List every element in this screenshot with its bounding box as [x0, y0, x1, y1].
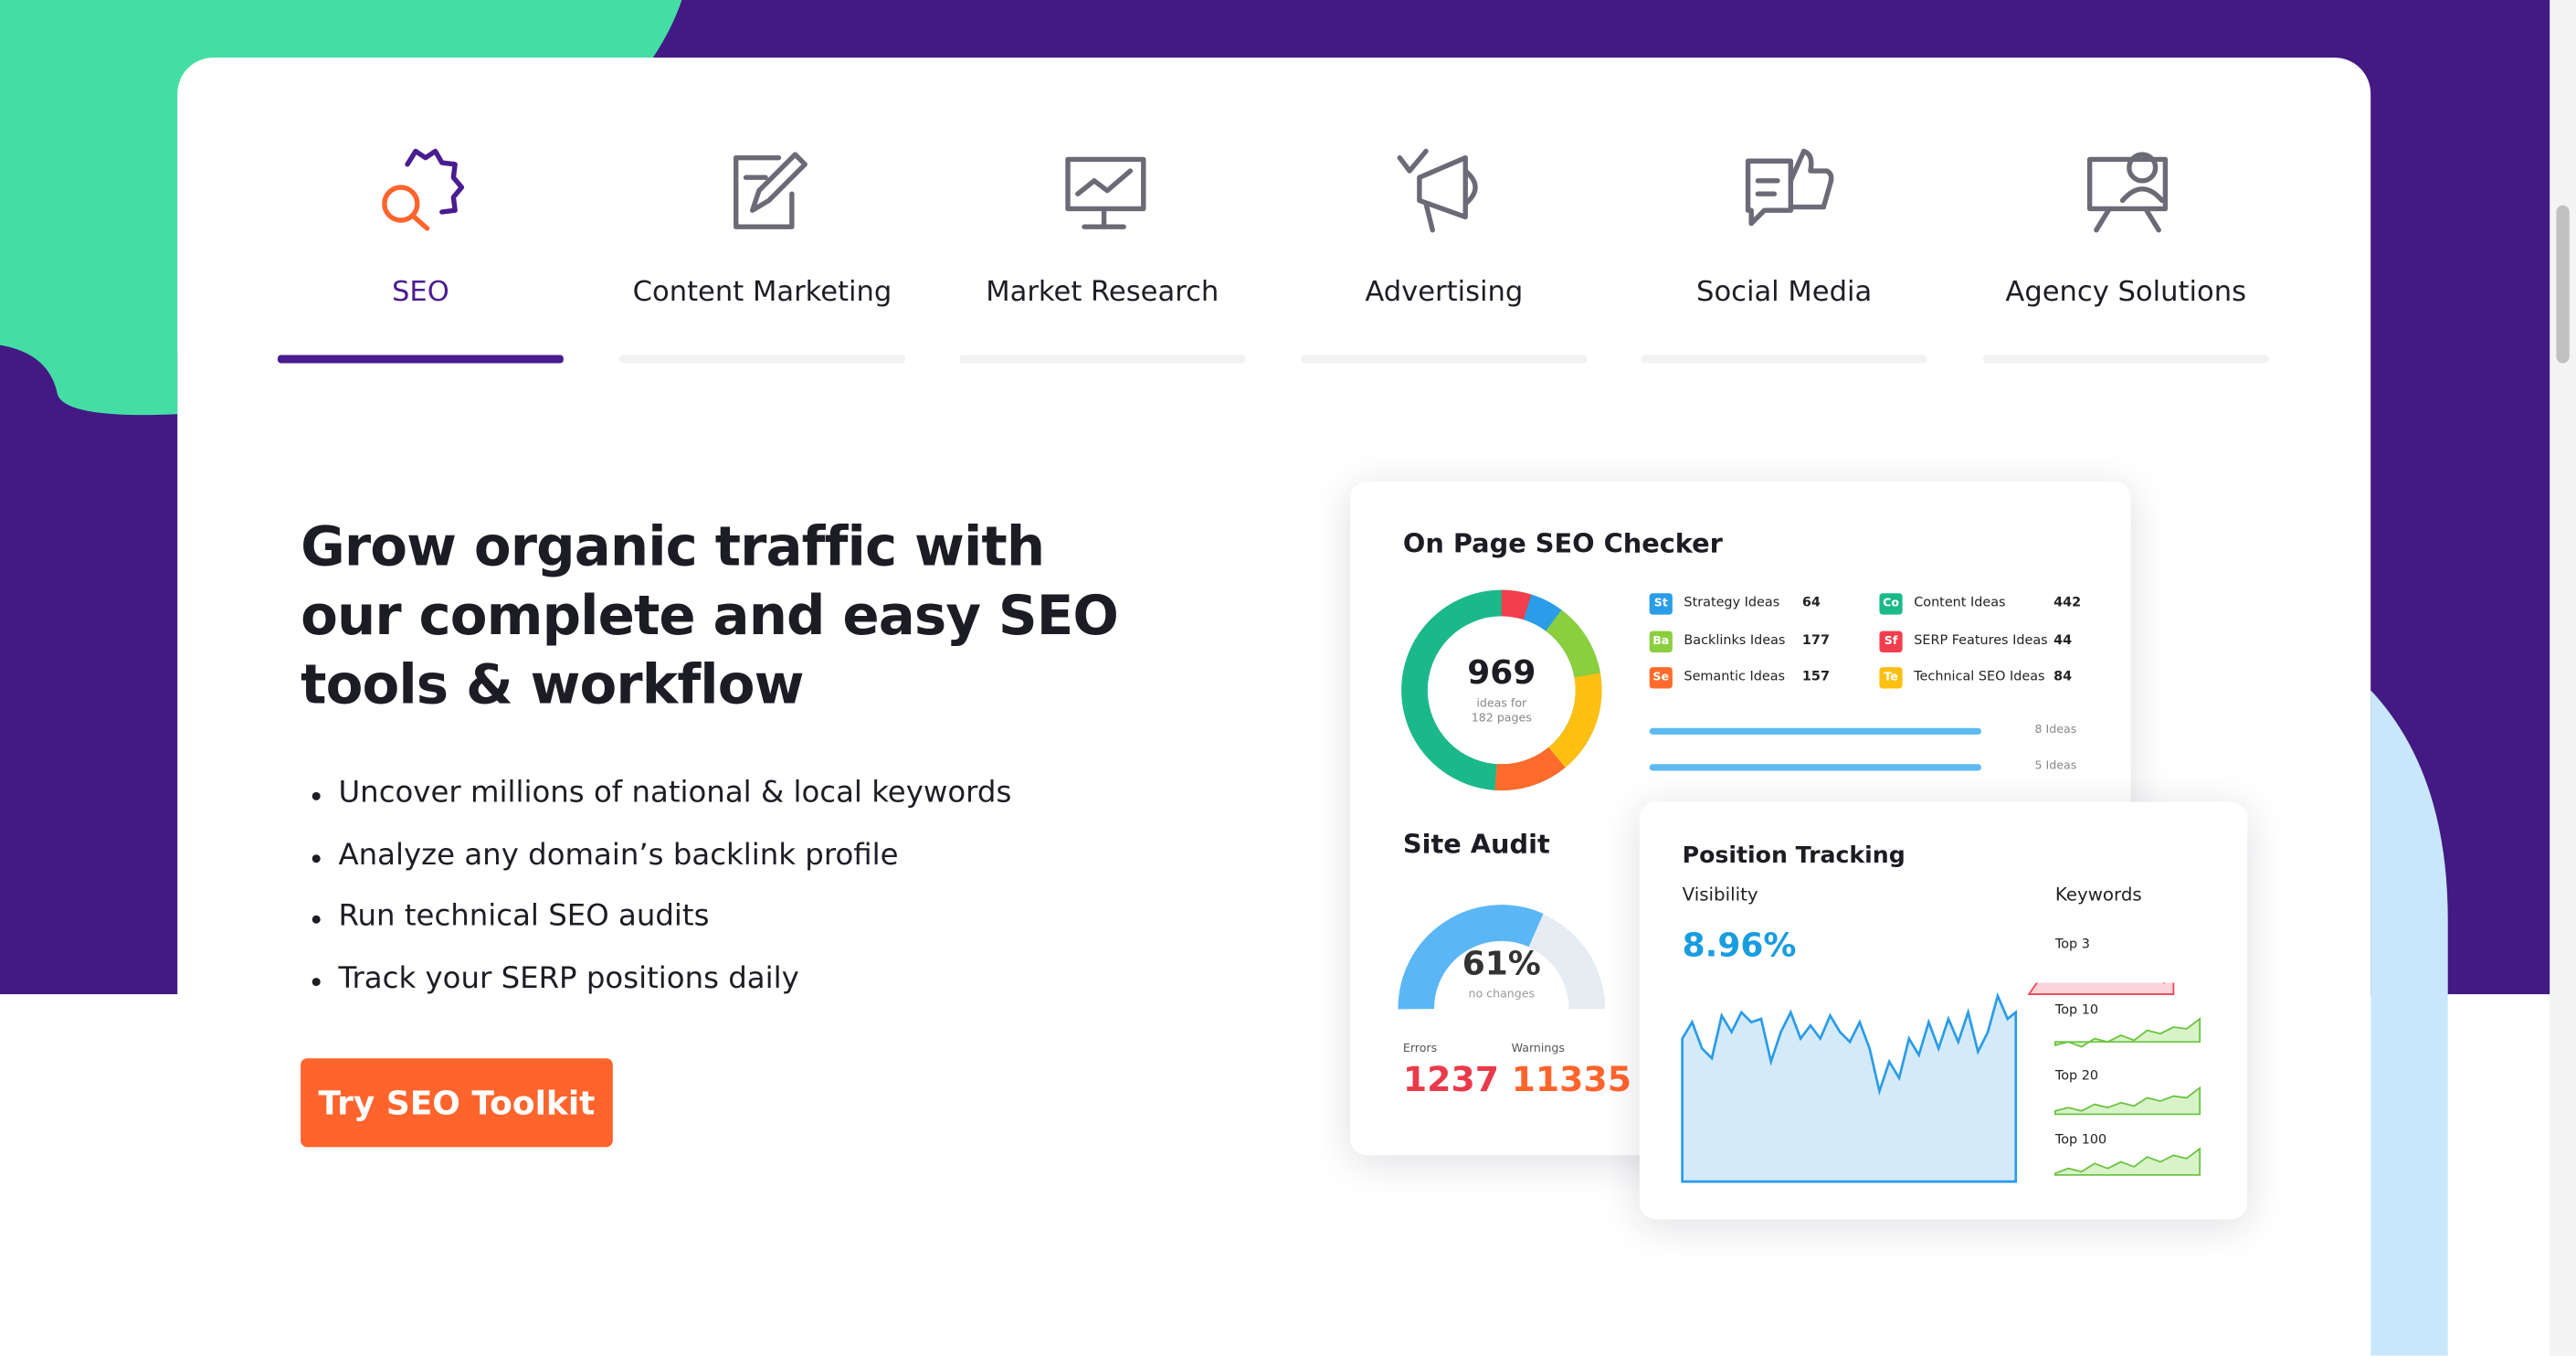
warnings-value: 11335	[1511, 1060, 1631, 1100]
position-title: Position Tracking	[1682, 842, 1906, 870]
tab-underline	[959, 355, 1246, 364]
tab-label[interactable]: Advertising	[1365, 276, 1524, 310]
tab-underline	[619, 355, 905, 364]
legend-value: 84	[2053, 668, 2073, 684]
bullet-dot	[311, 853, 321, 863]
visibility-label: Visibility	[1682, 884, 1758, 906]
tab-label[interactable]: Market Research	[986, 276, 1219, 310]
keyword-row-label: Top 10	[2054, 1002, 2099, 1018]
bullet-text: Track your SERP positions daily	[338, 960, 799, 995]
legend-badge: Sf	[1879, 630, 1903, 652]
tab-label[interactable]: Social Media	[1696, 276, 1873, 310]
bullet-dot	[311, 977, 321, 986]
headline-line: our complete and easy SEO	[301, 583, 1119, 648]
audit-caption: no changes	[1468, 987, 1536, 1001]
headline-line: Grow organic traffic with	[301, 514, 1045, 579]
errors-value: 1237	[1402, 1060, 1500, 1100]
advertising-icon	[1397, 148, 1478, 233]
bullet-text: Uncover millions of national & local key…	[338, 775, 1012, 810]
donut-seg	[1401, 589, 1602, 791]
legend-value: 157	[1801, 668, 1830, 684]
legend-badge: Co	[1879, 593, 1903, 615]
sparkline	[2053, 1086, 2201, 1116]
legend-value: 442	[2053, 595, 2082, 610]
sparkline	[2053, 1147, 2201, 1176]
ideas-bar	[1649, 727, 1981, 735]
bullet-text: Run technical SEO audits	[338, 898, 710, 934]
bar-label: 5 Ideas	[2034, 758, 2077, 773]
visibility-area	[1681, 991, 2018, 1183]
scrollbar-track	[2550, 0, 2576, 1356]
donut-caption: ideas for 182 pages	[1420, 697, 1584, 726]
legend-value: 64	[1801, 595, 1821, 610]
donut-total: 969	[1467, 652, 1536, 693]
keyword-row-label: Top 100	[2054, 1132, 2107, 1148]
headline-line: tools & workflow	[301, 652, 804, 717]
sparkline	[2027, 982, 2175, 995]
tab-label[interactable]: Content Marketing	[632, 276, 892, 310]
bar-label: 8 Ideas	[2034, 723, 2077, 736]
research-icon	[1065, 156, 1146, 229]
tab-icons	[382, 148, 2169, 233]
cta-button[interactable]: Try SEO Toolkit	[301, 1058, 613, 1148]
legend-label: Strategy Ideas	[1684, 595, 1780, 610]
visibility-value: 8.96%	[1682, 925, 1797, 965]
audit-percent: 61%	[1462, 943, 1541, 983]
keyword-row-label: Top 3	[2054, 937, 2090, 952]
card-title: On Page SEO Checker	[1402, 527, 1723, 559]
caption-line: 182 pages	[1471, 711, 1532, 726]
warnings-label: Warnings	[1511, 1042, 1565, 1055]
tab-label[interactable]: SEO	[391, 276, 449, 310]
tab-label[interactable]: Agency Solutions	[2005, 276, 2247, 310]
seo-icon	[382, 148, 465, 231]
scrollbar-thumb[interactable]	[2556, 205, 2570, 364]
donut-seg	[1401, 589, 1602, 791]
tab-underline	[1641, 355, 1927, 364]
legend-label: SERP Features Ideas	[1914, 631, 2048, 647]
donut-and-gauge	[1398, 589, 1606, 1010]
tab-underline	[1982, 355, 2269, 364]
position-charts	[1681, 982, 2201, 1183]
legend-badge: Se	[1649, 667, 1673, 689]
blue-blob	[2370, 690, 2448, 1356]
legend-badge: Ba	[1649, 630, 1673, 652]
keywords-label: Keywords	[2054, 884, 2142, 906]
content-icon	[734, 152, 808, 229]
sparkline	[2053, 1017, 2201, 1048]
tab-underline	[277, 355, 564, 364]
gauge-fill	[1398, 905, 1544, 1010]
legend-label: Technical SEO Ideas	[1914, 668, 2045, 684]
tab-underline	[1301, 355, 1588, 364]
legend-value: 44	[2053, 631, 2073, 647]
errors-label: Errors	[1402, 1042, 1438, 1055]
ideas-bar	[1649, 764, 1981, 771]
legend-label: Semantic Ideas	[1684, 668, 1786, 684]
caption-line: ideas for	[1476, 696, 1527, 710]
legend-label: Backlinks Ideas	[1684, 631, 1786, 647]
donut-seg	[1401, 589, 1602, 791]
legend-value: 177	[1801, 631, 1830, 647]
bullet-dot	[311, 791, 321, 800]
legend-label: Content Ideas	[1914, 595, 2006, 610]
agency-icon	[2086, 152, 2169, 233]
bullet-text: Analyze any domain’s backlink profile	[338, 837, 899, 873]
social-icon	[1745, 148, 1834, 227]
keyword-row-label: Top 20	[2054, 1068, 2099, 1084]
site-audit-title: Site Audit	[1402, 828, 1550, 860]
legend-badge: Te	[1879, 667, 1903, 689]
bullet-dot	[311, 915, 321, 924]
legend-badge: St	[1649, 593, 1673, 615]
